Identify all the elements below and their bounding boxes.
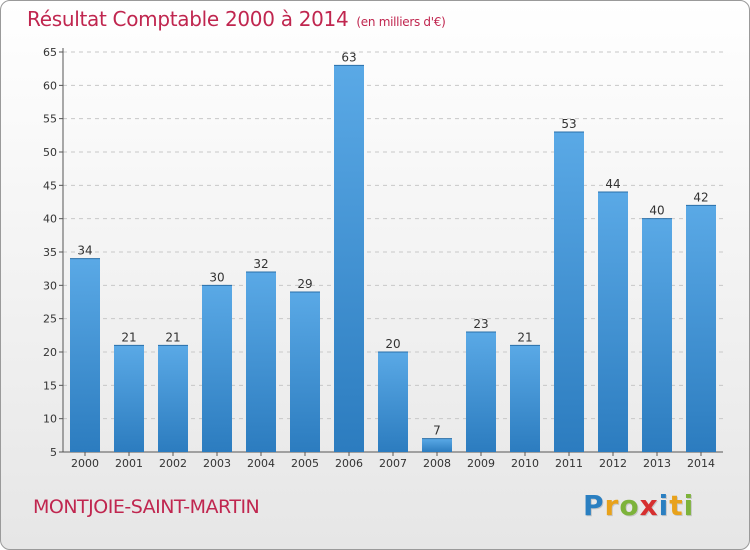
bar — [202, 285, 232, 452]
x-tick-label: 2012 — [599, 457, 627, 470]
data-label: 21 — [121, 330, 136, 344]
y-tick-label: 35 — [43, 246, 57, 259]
x-tick-label: 2014 — [687, 457, 715, 470]
data-label: 7 — [433, 424, 441, 438]
bar — [598, 192, 628, 452]
y-tick-label: 30 — [43, 279, 57, 292]
y-tick-label: 55 — [43, 113, 57, 126]
y-tick-label: 50 — [43, 146, 57, 159]
x-tick-label: 2005 — [291, 457, 319, 470]
x-tick-label: 2013 — [643, 457, 671, 470]
y-tick-label: 10 — [43, 413, 57, 426]
bar — [686, 205, 716, 452]
data-label: 63 — [341, 50, 356, 64]
data-label: 32 — [253, 257, 268, 271]
bar — [290, 292, 320, 452]
chart-title-text: Résultat Comptable 2000 à 2014 — [27, 7, 349, 31]
logo-letter: i — [683, 489, 695, 522]
bars — [70, 64, 716, 452]
bar — [554, 132, 584, 452]
bar — [158, 345, 188, 452]
bar — [422, 438, 452, 452]
bar — [510, 345, 540, 452]
data-label: 53 — [561, 117, 576, 131]
bar — [466, 332, 496, 452]
data-label: 21 — [517, 330, 532, 344]
data-label: 44 — [605, 177, 620, 191]
chart-title: Résultat Comptable 2000 à 2014 (en millie… — [27, 7, 446, 31]
y-tick-label: 40 — [43, 213, 57, 226]
axes: 5 10 15 20 25 30 35 40 45 50 55 60 65 2000 2001 2002 200… — [43, 46, 723, 470]
logo-letter: x — [639, 489, 659, 522]
y-tick-label: 65 — [43, 46, 57, 59]
data-label: 29 — [297, 277, 312, 291]
x-tick-label: 2002 — [159, 457, 187, 470]
x-tick-label: 2007 — [379, 457, 407, 470]
logo-letter: t — [669, 489, 684, 522]
y-tick-label: 60 — [43, 79, 57, 92]
data-label: 42 — [693, 190, 708, 204]
data-label: 21 — [165, 330, 180, 344]
x-tick-label: 2003 — [203, 457, 231, 470]
x-tick-label: 2006 — [335, 457, 363, 470]
y-tick-label: 5 — [50, 446, 57, 459]
bar — [114, 345, 144, 452]
x-tick-label: 2008 — [423, 457, 451, 470]
x-tick-label: 2010 — [511, 457, 539, 470]
y-tick-label: 15 — [43, 379, 57, 392]
y-tick-label: 45 — [43, 179, 57, 192]
data-label: 20 — [385, 337, 400, 351]
proxiti-logo: Proxiti — [583, 489, 694, 522]
bar — [70, 258, 100, 452]
x-tick-label: 2000 — [71, 457, 99, 470]
chart-unit: (en milliers d'€) — [356, 15, 446, 29]
y-tick-label: 25 — [43, 313, 57, 326]
data-label: 23 — [473, 317, 488, 331]
data-label: 30 — [209, 270, 224, 284]
data-label: 34 — [77, 244, 92, 258]
bar — [246, 272, 276, 452]
bar — [378, 352, 408, 452]
logo-letter: P — [583, 489, 605, 522]
bar — [334, 65, 364, 452]
data-labels: 34 21 21 30 32 29 63 20 7 23 21 53 44 40 42 — [77, 50, 708, 437]
x-tick-label: 2011 — [555, 457, 583, 470]
bar — [642, 218, 672, 452]
y-tick-label: 20 — [43, 346, 57, 359]
logo-letter: i — [658, 489, 670, 522]
logo-letter: r — [604, 489, 620, 522]
x-tick-label: 2004 — [247, 457, 275, 470]
x-tick-label: 2009 — [467, 457, 495, 470]
commune-name: MONTJOIE-SAINT-MARTIN — [33, 496, 260, 518]
x-tick-label: 2001 — [115, 457, 143, 470]
logo-letter: o — [619, 489, 640, 522]
data-label: 40 — [649, 204, 664, 218]
